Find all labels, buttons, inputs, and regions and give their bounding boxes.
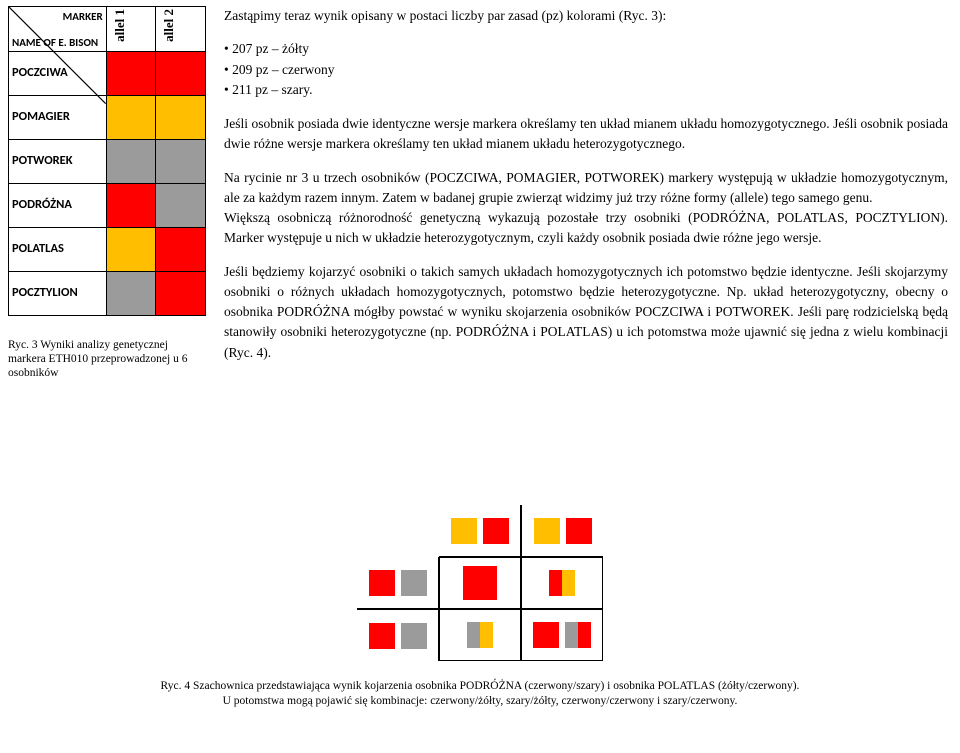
parent-row-2: [357, 609, 439, 661]
fig4-caption-line1: Ryc. 4 Szachownica przedstawiająca wynik…: [161, 680, 800, 692]
offspring-cell-21: [439, 609, 521, 661]
row-swatch-2: [156, 183, 206, 227]
offspring-cell-12: [521, 557, 603, 609]
intro-para: Zastąpimy teraz wynik opisany w postaci …: [224, 6, 948, 26]
row-swatch-1: [106, 95, 156, 139]
color-bullet-list: 207 pz – żółty 209 pz – czerwony 211 pz …: [224, 39, 948, 100]
header-name: NAME OF E. BISON: [12, 37, 98, 49]
row-name: PODRÓŻNA: [9, 183, 107, 227]
allel2-label: allel 2: [159, 9, 179, 42]
table-row: PODRÓŻNA: [9, 183, 206, 227]
offspring-cell-22: [521, 609, 603, 661]
allel1-label: allel 1: [110, 9, 130, 42]
corner-empty: [357, 505, 439, 557]
row-swatch-1: [106, 227, 156, 271]
figure4-wrap: Ryc. 4 Szachownica przedstawiająca wynik…: [0, 505, 960, 709]
parent-row-1: [357, 557, 439, 609]
row-swatch-2: [156, 227, 206, 271]
figure3-caption: Ryc. 3 Wyniki analizy genetycznej marker…: [8, 338, 206, 381]
offspring-cell-11: [439, 557, 521, 609]
parent-col-2: [521, 505, 603, 557]
table-header-row: MARKER NAME OF E. BISON allel 1 allel 2: [9, 7, 206, 52]
table-row: POTWOREK: [9, 139, 206, 183]
right-column: Zastąpimy teraz wynik opisany w postaci …: [224, 6, 948, 381]
row-swatch-2: [156, 95, 206, 139]
row-swatch-2: [156, 139, 206, 183]
allel1-header: allel 1: [106, 7, 156, 52]
left-column: MARKER NAME OF E. BISON allel 1 allel 2 …: [8, 6, 206, 381]
row-swatch-2: [156, 271, 206, 315]
corner-header: MARKER NAME OF E. BISON: [9, 7, 107, 52]
bullet-item: 209 pz – czerwony: [224, 60, 948, 80]
row-name: POLATLAS: [9, 227, 107, 271]
bullet-item: 211 pz – szary.: [224, 80, 948, 100]
para-4: Jeśli będziemy kojarzyć osobniki o takic…: [224, 262, 948, 363]
fig4-caption-line2: U potomstwa mogą pojawić się kombinacje:…: [223, 695, 738, 707]
table-row: POCZTYLION: [9, 271, 206, 315]
row-swatch-1: [106, 51, 156, 95]
row-swatch-2: [156, 51, 206, 95]
row-swatch-1: [106, 183, 156, 227]
marker-table: MARKER NAME OF E. BISON allel 1 allel 2 …: [8, 6, 206, 316]
row-name: POTWOREK: [9, 139, 107, 183]
para-3a: Na rycinie nr 3 u trzech osobników (POCZ…: [224, 168, 948, 209]
row-name: POCZTYLION: [9, 271, 107, 315]
figure4-caption: Ryc. 4 Szachownica przedstawiająca wynik…: [12, 679, 948, 709]
para-2: Jeśli osobnik posiada dwie identyczne we…: [224, 114, 948, 155]
allel2-header: allel 2: [156, 7, 206, 52]
parent-col-1: [439, 505, 521, 557]
header-marker: MARKER: [63, 9, 103, 26]
row-swatch-1: [106, 139, 156, 183]
table-row: POLATLAS: [9, 227, 206, 271]
bullet-item: 207 pz – żółty: [224, 39, 948, 59]
checkerboard: [357, 505, 603, 661]
para-3b: Większą osobniczą różnorodność genetyczn…: [224, 208, 948, 249]
row-swatch-1: [106, 271, 156, 315]
